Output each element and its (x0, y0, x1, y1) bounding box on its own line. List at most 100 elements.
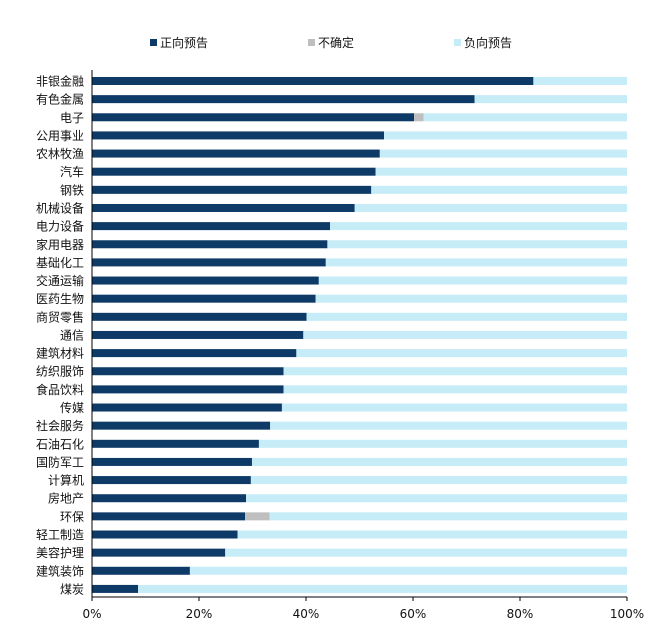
bar-0-series-2 (533, 77, 628, 85)
bar-22-series-0 (92, 476, 251, 485)
legend-label-0: 正向预告 (160, 35, 208, 50)
bar-4-series-0 (92, 149, 380, 158)
legend-swatch-2 (454, 39, 461, 46)
category-label-5: 汽车 (60, 164, 84, 179)
bar-12-series-2 (315, 294, 627, 303)
category-label-18: 传媒 (60, 400, 84, 415)
x-tick-label-4: 80% (507, 607, 534, 621)
category-label-6: 钢铁 (60, 183, 84, 197)
bar-20-series-0 (92, 439, 259, 448)
bar-15-series-2 (296, 349, 627, 358)
category-label-21: 国防军工 (36, 454, 84, 469)
y-axis-labels: 非银金融有色金属电子公用事业农林牧渔汽车钢铁机械设备电力设备家用电器基础化工交通… (36, 74, 84, 597)
bar-16-series-0 (92, 367, 284, 376)
bar-7-series-2 (354, 203, 627, 212)
bar-6-series-2 (371, 185, 627, 194)
bar-27-series-0 (92, 566, 190, 575)
bar-24-series-2 (269, 512, 627, 521)
bar-20-series-2 (258, 439, 627, 448)
bar-17-series-0 (92, 385, 284, 394)
bar-26-series-2 (225, 548, 627, 557)
category-label-8: 电力设备 (36, 220, 84, 234)
bar-21-series-2 (251, 457, 627, 466)
category-label-10: 基础化工 (36, 256, 84, 270)
category-label-25: 轻工制造 (36, 528, 84, 542)
legend-label-2: 负向预告 (464, 35, 512, 50)
category-label-27: 建筑装饰 (36, 563, 84, 578)
x-tick-label-0: 0% (82, 607, 101, 621)
legend-label-1: 不确定 (318, 35, 354, 50)
x-tick-label-5: 100% (610, 607, 644, 621)
bar-14-series-2 (303, 330, 627, 339)
category-label-16: 纺织服饰 (36, 365, 84, 379)
bar-4-series-2 (379, 149, 627, 158)
bar-5-series-2 (375, 167, 627, 176)
x-tick-label-2: 40% (293, 607, 320, 621)
bar-18-series-0 (92, 403, 282, 412)
category-label-7: 机械设备 (36, 200, 84, 215)
bar-24-series-0 (92, 512, 246, 521)
bar-10-series-0 (92, 258, 326, 267)
bar-17-series-2 (283, 385, 627, 394)
bar-7-series-0 (92, 203, 355, 212)
bar-13-series-2 (306, 312, 627, 321)
category-label-13: 商贸零售 (36, 309, 84, 324)
bar-10-series-2 (325, 258, 627, 267)
bar-26-series-0 (92, 548, 226, 557)
bar-14-series-0 (92, 330, 304, 339)
category-label-23: 房地产 (48, 491, 84, 506)
bar-18-series-2 (281, 403, 627, 412)
bar-5-series-0 (92, 167, 376, 176)
bar-28-series-2 (138, 584, 627, 593)
legend-swatch-0 (150, 39, 157, 46)
x-tick-label-1: 20% (186, 607, 213, 621)
category-label-19: 社会服务 (36, 418, 84, 433)
category-label-12: 医药生物 (36, 292, 84, 306)
bar-28-series-0 (92, 584, 139, 593)
category-label-4: 农林牧渔 (36, 147, 84, 161)
category-label-3: 公用事业 (36, 129, 84, 143)
bar-27-series-2 (189, 566, 628, 575)
bar-1-series-0 (92, 95, 475, 104)
category-label-11: 交通运输 (36, 273, 84, 288)
bars (92, 77, 628, 593)
category-label-20: 石油石化 (36, 437, 84, 451)
bar-8-series-0 (92, 222, 331, 231)
bar-8-series-2 (330, 222, 627, 231)
bar-11-series-0 (92, 276, 319, 285)
bar-2-series-2 (423, 113, 627, 122)
bar-19-series-2 (270, 421, 627, 430)
bar-19-series-0 (92, 421, 271, 430)
bar-23-series-0 (92, 494, 247, 503)
category-label-1: 有色金属 (36, 92, 84, 107)
bar-6-series-0 (92, 185, 372, 194)
category-label-26: 美容护理 (36, 545, 84, 560)
bar-12-series-0 (92, 294, 316, 303)
bar-22-series-2 (250, 476, 627, 485)
bar-1-series-2 (474, 95, 627, 104)
bar-24-series-1 (245, 512, 270, 521)
bar-25-series-2 (237, 530, 627, 539)
category-label-22: 计算机 (48, 473, 84, 488)
legend-swatch-1 (308, 39, 315, 46)
bar-11-series-2 (318, 276, 627, 285)
bar-15-series-0 (92, 349, 297, 358)
category-label-9: 家用电器 (36, 237, 84, 252)
bar-2-series-1 (414, 113, 424, 122)
category-label-28: 煤炭 (60, 582, 84, 596)
bar-9-series-0 (92, 240, 328, 249)
legend: 正向预告 不确定 负向预告 (150, 35, 512, 50)
category-label-0: 非银金融 (36, 74, 84, 89)
bar-9-series-2 (327, 240, 627, 249)
bar-3-series-2 (384, 131, 627, 140)
bar-3-series-0 (92, 131, 385, 140)
x-tick-label-3: 60% (400, 607, 427, 621)
bar-2-series-0 (92, 113, 415, 122)
category-label-2: 电子 (60, 111, 84, 125)
bar-13-series-0 (92, 312, 307, 321)
bar-0-series-0 (92, 77, 534, 85)
bar-21-series-0 (92, 457, 252, 466)
category-label-24: 环保 (60, 510, 84, 524)
bar-25-series-0 (92, 530, 238, 539)
bar-16-series-2 (283, 367, 627, 376)
